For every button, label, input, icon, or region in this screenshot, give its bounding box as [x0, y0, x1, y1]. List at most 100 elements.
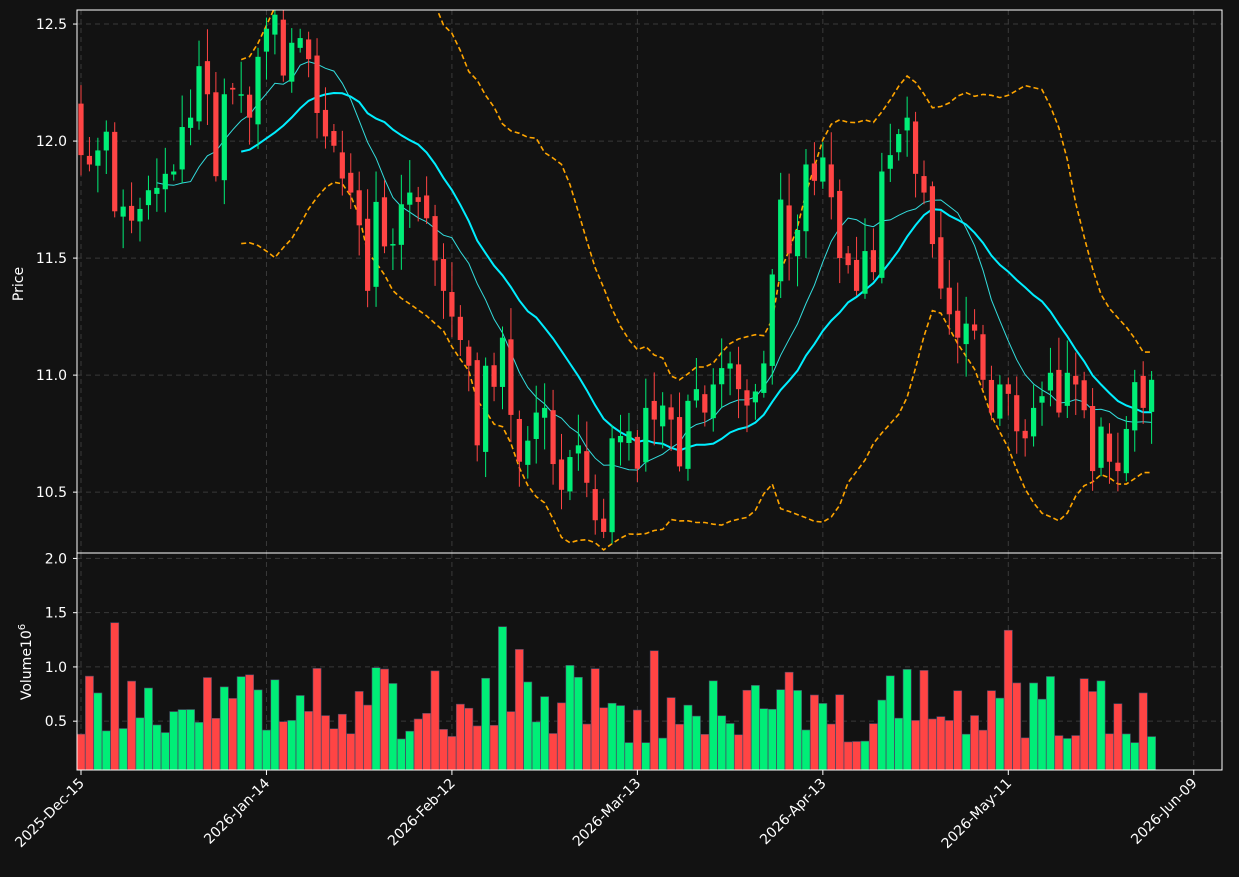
volume-bar [1046, 676, 1055, 771]
volume-bars [76, 622, 1157, 771]
volume-bar [1054, 735, 1064, 771]
candle-body [272, 14, 278, 35]
volume-bar [970, 715, 979, 771]
volume-bar [666, 697, 676, 771]
volume-bar [312, 668, 322, 771]
price-tick-label: 11.5 [36, 251, 67, 267]
candle-body [238, 94, 244, 96]
candle-body [1098, 426, 1104, 468]
volume-bar [919, 670, 929, 771]
candle-body [997, 384, 1003, 419]
candle-body [230, 87, 236, 90]
volume-bar [1121, 733, 1131, 771]
volume-bar [810, 694, 819, 771]
volume-bar [1088, 691, 1097, 771]
candle-body [432, 216, 438, 261]
volume-bar [767, 708, 777, 771]
candle-body [263, 28, 270, 52]
candle-body [1106, 433, 1113, 462]
volume-bar [186, 709, 195, 771]
volume-axis-label: Volume106 [17, 624, 35, 700]
volume-bar [936, 716, 946, 771]
candle-body [904, 117, 910, 131]
candle-body [719, 368, 725, 385]
candle-body [1022, 430, 1028, 439]
volume-bar [346, 733, 356, 771]
volume-bar [430, 670, 440, 771]
candle-body [314, 55, 320, 113]
candle-body [567, 457, 573, 492]
price-tick-label: 11.0 [36, 368, 67, 384]
volume-bar [582, 723, 592, 771]
candle-body [676, 417, 683, 467]
volume-bar [93, 692, 103, 771]
volume-bar [160, 732, 170, 771]
candle-body [1064, 372, 1070, 406]
volume-bar [852, 741, 861, 771]
candle-body [466, 346, 472, 366]
volume-bar [228, 698, 238, 771]
volume-bar [144, 687, 153, 771]
volume-bar [405, 730, 415, 771]
volume-bar [928, 718, 937, 771]
volume-bar [203, 677, 212, 771]
moving-averages [156, 61, 1152, 471]
candle-body [1073, 375, 1079, 385]
volume-bar [110, 622, 120, 771]
volume-bar [877, 699, 887, 771]
candle-body [702, 394, 708, 413]
candle-body [778, 199, 784, 282]
volume-bar [750, 685, 760, 771]
candle-body [525, 440, 531, 465]
volume-bar [447, 736, 457, 771]
volume-bar [287, 720, 297, 771]
candle-body [289, 42, 295, 82]
candle-body [584, 451, 590, 483]
volume-bar [101, 730, 111, 771]
volume-scale-exponent: 6 [17, 624, 28, 630]
volume-bar [169, 711, 179, 771]
volume-bar [1020, 737, 1030, 771]
price-axis-label: Price [11, 267, 27, 301]
candle-body [794, 230, 801, 257]
candle-body [558, 459, 565, 490]
candle-body [946, 287, 952, 315]
volume-bar [85, 675, 94, 771]
candle-body [322, 109, 329, 137]
candle-body [213, 92, 219, 177]
volume-bar [472, 725, 482, 771]
candle-body [837, 190, 843, 259]
candle-body [1030, 407, 1037, 437]
volume-bar [860, 740, 870, 771]
volume-bar [944, 720, 954, 771]
volume-bar [1096, 680, 1106, 771]
volume-bar [616, 705, 625, 771]
volume-bar [675, 723, 684, 771]
volume-bar [691, 715, 701, 771]
volume-bar [321, 715, 330, 771]
candle-body [921, 176, 927, 193]
candle-body [769, 274, 775, 366]
volume-bar [245, 674, 254, 771]
candle-body [592, 489, 598, 521]
price-tick-label: 12.5 [36, 17, 67, 33]
candle-body [668, 407, 674, 420]
candle-body [685, 400, 691, 469]
candle-body [609, 438, 615, 533]
candle-body [128, 205, 135, 221]
volume-bar [354, 691, 364, 771]
volume-tick-label: 2.0 [45, 551, 67, 567]
candle-body [870, 250, 877, 273]
candle-body [693, 389, 699, 401]
volume-bar [869, 723, 878, 771]
candle-body [660, 405, 666, 427]
candle-body [929, 186, 936, 245]
volume-bar [826, 723, 836, 771]
candle-body [390, 244, 396, 246]
volume-bar [489, 724, 499, 771]
candle-body [1140, 375, 1146, 408]
candle-body [786, 205, 792, 254]
candle-body [348, 172, 354, 193]
